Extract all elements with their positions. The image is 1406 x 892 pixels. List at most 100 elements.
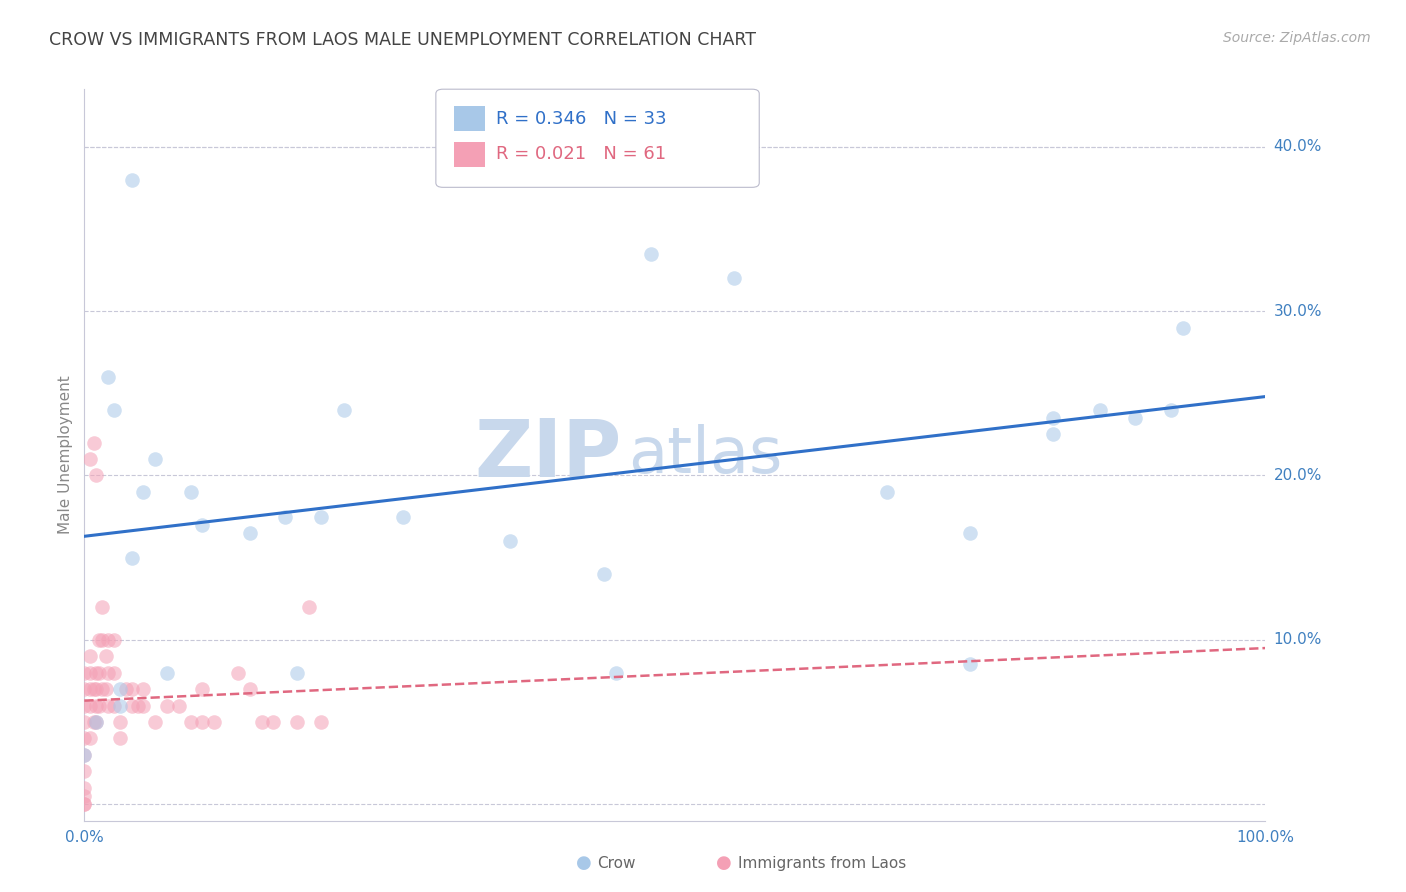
Text: Source: ZipAtlas.com: Source: ZipAtlas.com: [1223, 31, 1371, 45]
Point: [87, 632, 110, 647]
Point: [79, 731, 101, 746]
Point: [83, 682, 105, 697]
Point: [73, 682, 96, 697]
Point: [73, 780, 96, 795]
Point: [97, 632, 120, 647]
Point: [84, 682, 107, 697]
Point: [108, 731, 131, 746]
Point: [191, 714, 214, 729]
Point: [79, 452, 101, 467]
Point: [156, 665, 179, 680]
Point: [103, 632, 125, 647]
Point: [250, 714, 273, 729]
Point: [226, 665, 249, 680]
Point: [121, 550, 143, 565]
Point: [1042, 427, 1064, 442]
Point: [239, 682, 262, 697]
Point: [79, 665, 101, 680]
Point: [132, 682, 155, 697]
Point: [239, 526, 262, 541]
Point: [73, 747, 96, 762]
Point: [202, 714, 225, 729]
Point: [121, 698, 143, 713]
Text: 40.0%: 40.0%: [1274, 139, 1322, 154]
Point: [274, 509, 297, 524]
Point: [91, 632, 114, 647]
Point: [191, 517, 214, 532]
Point: [73, 698, 96, 713]
Point: [143, 714, 166, 729]
Point: [114, 682, 136, 697]
Point: [87, 698, 110, 713]
Point: [84, 468, 107, 483]
Point: [73, 714, 96, 729]
Point: [309, 509, 332, 524]
Point: [94, 682, 117, 697]
Point: [180, 484, 202, 499]
Point: [79, 682, 101, 697]
Point: [1088, 402, 1111, 417]
Point: [498, 534, 520, 549]
Point: [73, 731, 96, 746]
Text: Immigrants from Laos: Immigrants from Laos: [738, 856, 907, 871]
Point: [79, 649, 101, 664]
Point: [191, 682, 214, 697]
Point: [285, 665, 308, 680]
Point: [298, 599, 321, 614]
Text: 20.0%: 20.0%: [1274, 468, 1322, 483]
Point: [262, 714, 284, 729]
Point: [333, 402, 356, 417]
Point: [87, 665, 110, 680]
Text: Crow: Crow: [598, 856, 636, 871]
Text: R = 0.021   N = 61: R = 0.021 N = 61: [496, 145, 666, 163]
Point: [723, 271, 745, 285]
Point: [73, 789, 96, 803]
Point: [285, 714, 308, 729]
Point: [91, 599, 114, 614]
Point: [127, 698, 149, 713]
Point: [959, 657, 981, 672]
Text: ZIP: ZIP: [474, 416, 621, 494]
Point: [79, 698, 101, 713]
Point: [959, 526, 981, 541]
Point: [83, 714, 105, 729]
Point: [132, 484, 155, 499]
Point: [156, 698, 179, 713]
Point: [121, 172, 143, 186]
Point: [1160, 402, 1182, 417]
Point: [73, 797, 96, 812]
Point: [84, 714, 107, 729]
Point: [1125, 411, 1147, 425]
Point: [392, 509, 415, 524]
Point: [83, 435, 105, 450]
Point: [108, 682, 131, 697]
Point: [1171, 320, 1194, 334]
Point: [143, 452, 166, 467]
Point: [309, 714, 332, 729]
Point: [84, 698, 107, 713]
Point: [103, 402, 125, 417]
Point: [593, 567, 616, 582]
Point: [97, 698, 120, 713]
Point: [121, 682, 143, 697]
Text: 30.0%: 30.0%: [1274, 303, 1322, 318]
Point: [640, 246, 662, 260]
Point: [97, 369, 120, 384]
Text: ●: ●: [716, 855, 733, 872]
Text: CROW VS IMMIGRANTS FROM LAOS MALE UNEMPLOYMENT CORRELATION CHART: CROW VS IMMIGRANTS FROM LAOS MALE UNEMPL…: [49, 31, 756, 49]
Y-axis label: Male Unemployment: Male Unemployment: [58, 376, 73, 534]
Point: [1042, 411, 1064, 425]
Point: [94, 649, 117, 664]
Point: [73, 797, 96, 812]
Point: [180, 714, 202, 729]
Point: [103, 698, 125, 713]
Point: [73, 665, 96, 680]
Point: [73, 764, 96, 779]
Point: [73, 747, 96, 762]
Point: [132, 698, 155, 713]
Point: [108, 714, 131, 729]
Point: [84, 714, 107, 729]
Point: [97, 665, 120, 680]
Point: [103, 665, 125, 680]
Point: [605, 665, 627, 680]
